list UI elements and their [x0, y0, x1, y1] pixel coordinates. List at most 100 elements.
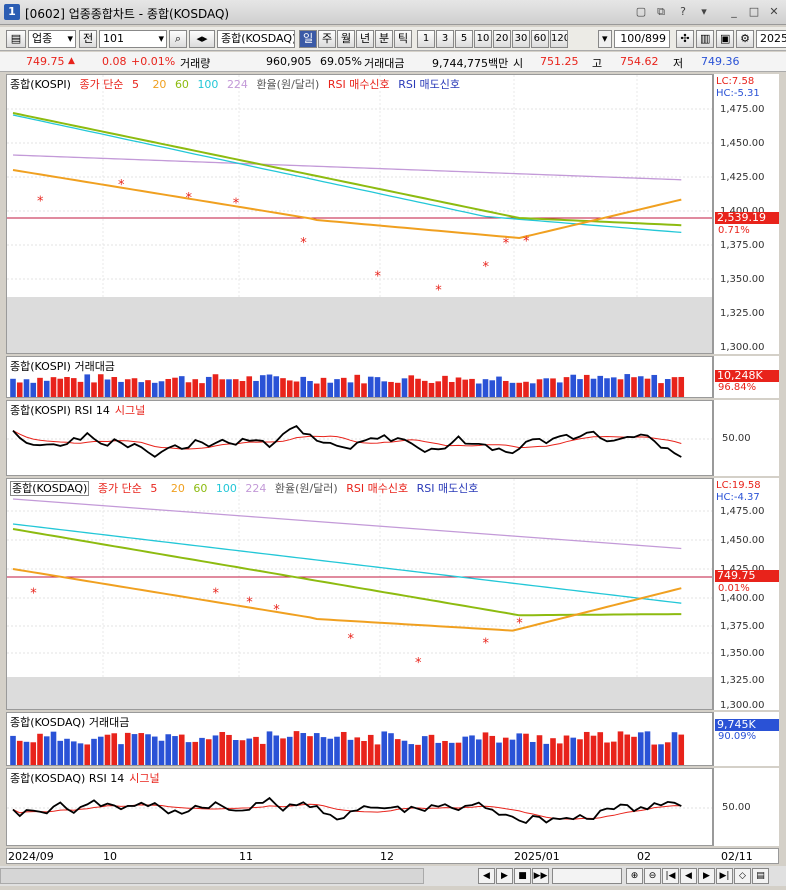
tick-5-button[interactable]: 30 [512, 30, 530, 48]
app-icon: 1 [4, 4, 20, 20]
ma60-line [12, 528, 682, 617]
volume-bar [388, 733, 394, 765]
kosdaq-rsi-panel[interactable]: 종합(KOSDAQ) RSI 14 시그널 [6, 768, 713, 846]
period-0-button[interactable]: 일 [299, 30, 317, 48]
link-icon[interactable]: ⧉ [657, 5, 665, 18]
menu-icon[interactable]: ▤ [6, 30, 26, 48]
volume-bar [16, 382, 23, 397]
scroll-track[interactable] [0, 868, 424, 884]
ma5-label: 5 [150, 482, 158, 495]
kospi-rsi-panel[interactable]: 종합(KOSPI) RSI 14 시그널 [6, 400, 713, 476]
kosdaq-volume-panel[interactable]: 종합(KOSDAQ) 거래대금 [6, 712, 713, 766]
axis-tick-1: 1,450.00 [720, 138, 765, 149]
scroll-bar[interactable]: ◀ ▶ ■ ▶▶ ⊕ ⊖ |◀ ◀ ▶ ▶| ◇ ▤ [0, 866, 786, 886]
date-field[interactable]: 2025 [756, 30, 786, 48]
volume-bar [577, 379, 583, 397]
help-icon[interactable]: ? [680, 5, 686, 18]
tick-3-button[interactable]: 10 [474, 30, 492, 48]
chart-icon[interactable]: ▥ [696, 30, 714, 48]
fast-forward-icon[interactable]: ▶▶ [532, 868, 549, 884]
kosdaq-rsi-axis: 50.00 [713, 768, 779, 846]
volume-bar [219, 379, 226, 397]
play-back-icon[interactable]: ◀ [478, 868, 495, 884]
tick-2-button[interactable]: 5 [455, 30, 473, 48]
rsi-signal-label: 시그널 [129, 772, 160, 785]
count-field[interactable]: 100/899 [614, 30, 670, 48]
x-label-nov: 11 [239, 850, 253, 863]
period-2-button[interactable]: 월 [337, 30, 355, 48]
expand-icon[interactable]: ◇ [734, 868, 751, 884]
volume-bar [597, 375, 604, 397]
search-icon[interactable]: ⌕ [169, 30, 187, 48]
period-5-button[interactable]: 틱 [394, 30, 412, 48]
tools-icon[interactable]: ✣ [676, 30, 694, 48]
zoom-slider[interactable] [552, 868, 622, 884]
kospi-volume-panel[interactable]: 종합(KOSPI) 거래대금 [6, 356, 713, 398]
volume-bar [158, 740, 165, 765]
tick-1-button[interactable]: 3 [436, 30, 454, 48]
kospi-volume-legend: 종합(KOSPI) 거래대금 [10, 360, 115, 373]
x-label-dec: 12 [380, 850, 394, 863]
x-axis: 2024/09 10 11 12 2025/01 02 02/11 [6, 848, 779, 864]
pin-icon[interactable]: ▾ [701, 5, 707, 18]
volume-bar [151, 382, 158, 397]
volume-bar [10, 378, 16, 397]
legend-ma-label: 종가 단순 5 [98, 482, 162, 495]
volume-bar [165, 378, 172, 397]
tick-4-button[interactable]: 20 [493, 30, 511, 48]
volume-bar [496, 742, 502, 765]
volume-bar [219, 731, 226, 765]
amount-value: 9,744,775백만 [432, 57, 509, 70]
code-input[interactable]: 101 ▾ [99, 30, 167, 48]
play-icon[interactable]: ▶ [496, 868, 513, 884]
close-icon[interactable]: ✕ [769, 5, 779, 18]
sound-icon[interactable]: ◂▸ [189, 30, 215, 48]
kosdaq-price-panel[interactable]: * * * * * * * * 종합(KOSDAQ) 종가 단순 5 20 60 100 22… [6, 478, 713, 710]
volume-bar [523, 381, 529, 397]
next-icon[interactable]: ▶ [698, 868, 715, 884]
restore-icon[interactable]: ▢ [635, 5, 647, 18]
x-label-jan: 2025/01 [514, 850, 560, 863]
volume-bar [469, 378, 475, 397]
last-icon[interactable]: ▶| [716, 868, 733, 884]
hc-value: HC:-4.37 [716, 492, 760, 503]
volume-bar [57, 740, 64, 765]
period-3-button[interactable]: 년 [356, 30, 374, 48]
volume-value: 960,905 [266, 55, 312, 68]
axis-tick-4: 1,375.00 [720, 621, 765, 632]
volume-bar [334, 379, 340, 397]
minimize-icon[interactable]: _ [731, 5, 737, 18]
volume-bar [631, 736, 637, 765]
period-4-button[interactable]: 분 [375, 30, 393, 48]
volume-bar [597, 732, 604, 765]
prev-icon[interactable]: ◀ [680, 868, 697, 884]
settings-icon[interactable]: ⚙ [736, 30, 754, 48]
volume-bar [475, 739, 482, 765]
maximize-icon[interactable]: □ [748, 5, 760, 18]
collapse-icon[interactable]: ▤ [752, 868, 769, 884]
first-icon[interactable]: |◀ [662, 868, 679, 884]
zoom-out-icon[interactable]: ⊖ [644, 868, 661, 884]
volume-bar [320, 737, 327, 765]
save-icon[interactable]: ▣ [716, 30, 734, 48]
volume-bar [388, 381, 394, 397]
tick-dropdown[interactable]: ▾ [598, 30, 612, 48]
sector-select[interactable]: 업종 ▾ [28, 30, 76, 48]
volume-bar [118, 744, 124, 765]
fx-label: 환율(원/달러) [274, 482, 338, 495]
volume-bar [381, 381, 388, 397]
tick-7-button[interactable]: 120 [550, 30, 568, 48]
volume-bar [448, 381, 455, 397]
volume-bar [367, 734, 374, 765]
stop-icon[interactable]: ■ [514, 868, 531, 884]
tick-0-button[interactable]: 1 [417, 30, 435, 48]
tick-6-button[interactable]: 60 [531, 30, 549, 48]
all-button[interactable]: 전 [79, 30, 97, 48]
kospi-price-panel[interactable]: * * * * * * * * * * 종합(KOSPI) 종가 단순 5 20 60 100 2… [6, 74, 713, 354]
zoom-in-icon[interactable]: ⊕ [626, 868, 643, 884]
volume-bar [280, 738, 286, 765]
volume-bar [192, 379, 199, 397]
ma224-label: 224 [245, 482, 267, 495]
period-1-button[interactable]: 주 [318, 30, 336, 48]
